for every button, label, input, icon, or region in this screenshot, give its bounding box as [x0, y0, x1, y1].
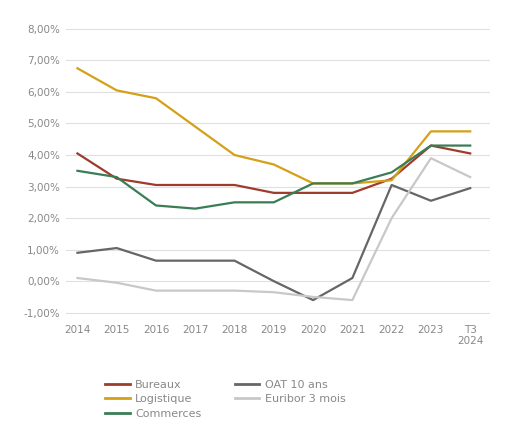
Legend: Bureaux, Logistique, Commerces, OAT 10 ans, Euribor 3 mois: Bureaux, Logistique, Commerces, OAT 10 a…: [105, 380, 345, 419]
